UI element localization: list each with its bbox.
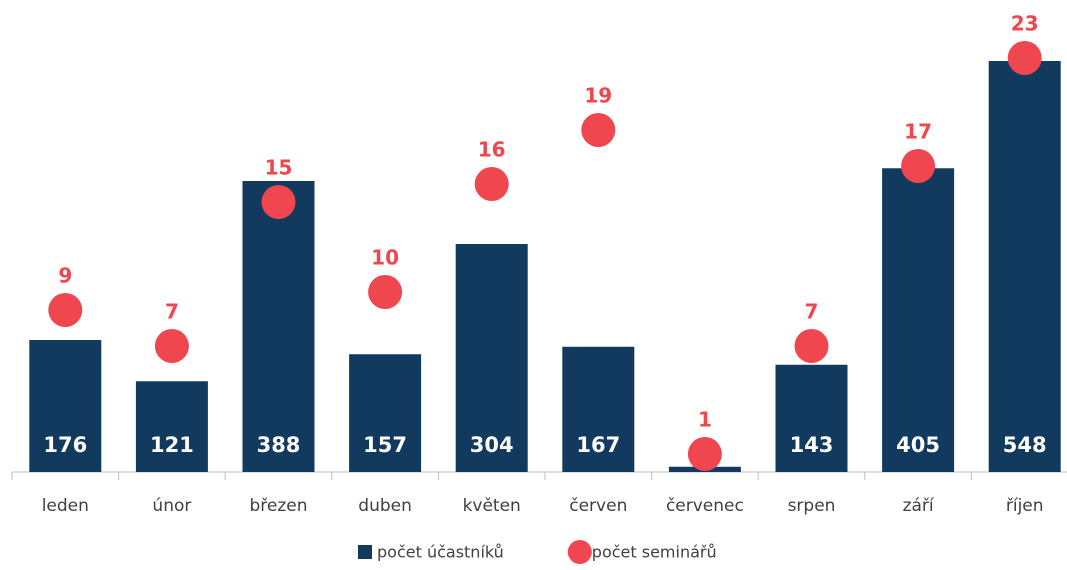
dot-label: 23 [1011, 12, 1039, 36]
bar-label: 388 [257, 433, 301, 457]
bar [349, 354, 422, 472]
x-tick-label: červen [569, 496, 627, 516]
dot [901, 149, 936, 183]
bar-label: 167 [576, 433, 620, 457]
bar [135, 381, 208, 472]
dot [48, 293, 83, 327]
x-tick-label: červenec [666, 496, 744, 516]
dot-label: 16 [478, 138, 506, 162]
bar-label: 304 [470, 433, 514, 457]
dot-label: 10 [371, 246, 399, 270]
dot [687, 437, 722, 471]
bar [882, 168, 955, 472]
dot [261, 185, 296, 219]
x-tick-label: říjen [1006, 496, 1044, 516]
dot-label: 19 [584, 84, 612, 108]
bar-label: 548 [1003, 433, 1047, 457]
dot [474, 167, 509, 201]
bar [242, 181, 315, 472]
dot-label: 7 [805, 300, 819, 324]
dot-label: 1 [698, 408, 712, 432]
bar [988, 61, 1061, 472]
dot [1007, 41, 1042, 75]
x-tick-label: září [903, 496, 935, 516]
x-tick-label: květen [463, 496, 521, 516]
dot [368, 275, 403, 309]
bar [29, 340, 102, 472]
dot-label: 17 [904, 120, 932, 144]
bar-label: 143 [790, 433, 834, 457]
dot-label: 7 [165, 300, 179, 324]
legend-label: počet seminářů [592, 543, 717, 562]
legend-swatch [358, 545, 372, 559]
dot [581, 113, 616, 147]
bar [455, 244, 528, 472]
x-tick-label: srpen [788, 496, 836, 516]
bar-label: 405 [896, 433, 940, 457]
legend-swatch [567, 540, 592, 564]
x-tick-label: březen [249, 496, 307, 516]
dot [794, 329, 829, 363]
bar-label: 176 [43, 433, 87, 457]
bar [775, 364, 848, 472]
x-tick-label: duben [358, 496, 412, 516]
x-tick-label: únor [152, 496, 191, 516]
dot [154, 329, 189, 363]
x-tick-label: leden [42, 496, 89, 516]
bar-label: 121 [150, 433, 194, 457]
dot-label: 15 [265, 156, 293, 180]
bar-label: 157 [363, 433, 407, 457]
bar [562, 346, 635, 472]
legend-label: počet účastníků [377, 543, 504, 562]
dot-label: 9 [58, 264, 72, 288]
